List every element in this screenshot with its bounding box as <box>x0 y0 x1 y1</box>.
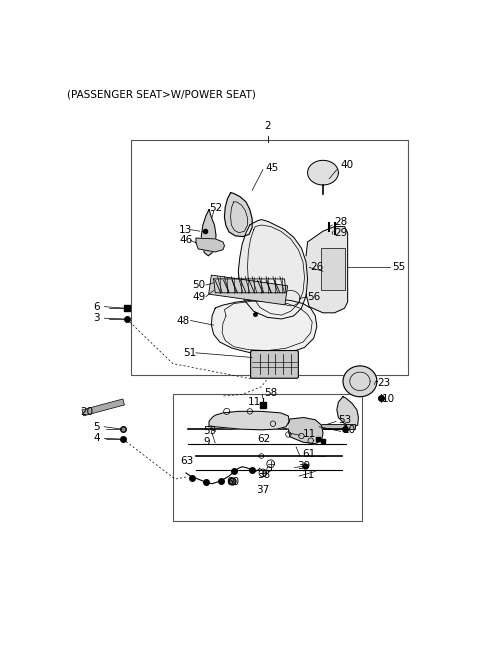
Polygon shape <box>306 226 348 313</box>
Text: 38: 38 <box>258 470 271 480</box>
Polygon shape <box>211 299 317 354</box>
Text: 9: 9 <box>204 437 210 447</box>
Text: 50: 50 <box>192 280 205 290</box>
Text: 60: 60 <box>226 477 239 487</box>
Text: 10: 10 <box>343 425 356 435</box>
Polygon shape <box>343 366 377 397</box>
Bar <box>131 140 408 375</box>
Text: 2: 2 <box>264 121 271 131</box>
Text: 52: 52 <box>209 203 222 213</box>
Polygon shape <box>196 238 225 252</box>
Text: 51: 51 <box>183 348 196 358</box>
Text: 39: 39 <box>297 461 310 471</box>
Text: 48: 48 <box>177 316 190 325</box>
Text: 55: 55 <box>392 262 406 272</box>
Bar <box>82 399 124 416</box>
Polygon shape <box>209 411 289 430</box>
Text: 46: 46 <box>179 236 192 245</box>
Text: 10: 10 <box>382 394 396 404</box>
Bar <box>173 394 361 522</box>
Bar <box>322 248 345 291</box>
Polygon shape <box>308 160 338 185</box>
Text: 20: 20 <box>81 407 94 417</box>
FancyBboxPatch shape <box>251 350 299 379</box>
Bar <box>209 275 288 305</box>
Text: 40: 40 <box>340 160 353 170</box>
Text: 11: 11 <box>248 397 262 407</box>
Text: (PASSENGER SEAT>W/POWER SEAT): (PASSENGER SEAT>W/POWER SEAT) <box>67 89 256 100</box>
Text: 49: 49 <box>192 292 205 302</box>
Text: 28: 28 <box>335 217 348 227</box>
Text: 53: 53 <box>338 415 352 425</box>
Text: 13: 13 <box>179 224 192 235</box>
Polygon shape <box>288 417 323 443</box>
Text: 4: 4 <box>94 434 100 443</box>
Text: 26: 26 <box>311 262 324 272</box>
Text: 37: 37 <box>256 485 269 495</box>
Text: 11: 11 <box>301 470 315 480</box>
Text: 61: 61 <box>302 449 315 459</box>
Text: 59: 59 <box>204 426 217 436</box>
Text: 11: 11 <box>303 428 316 439</box>
Text: 6: 6 <box>94 302 100 312</box>
Text: 29: 29 <box>335 228 348 237</box>
Text: 3: 3 <box>94 313 100 323</box>
Polygon shape <box>225 193 252 237</box>
Polygon shape <box>238 220 308 319</box>
Text: 56: 56 <box>308 293 321 302</box>
Bar <box>308 424 355 429</box>
Polygon shape <box>337 397 359 427</box>
Text: 62: 62 <box>257 434 270 444</box>
Text: 23: 23 <box>377 378 390 388</box>
Polygon shape <box>201 210 216 256</box>
Text: 58: 58 <box>264 388 278 398</box>
Text: 45: 45 <box>265 163 278 173</box>
Text: 5: 5 <box>94 422 100 432</box>
Text: 63: 63 <box>180 456 194 466</box>
